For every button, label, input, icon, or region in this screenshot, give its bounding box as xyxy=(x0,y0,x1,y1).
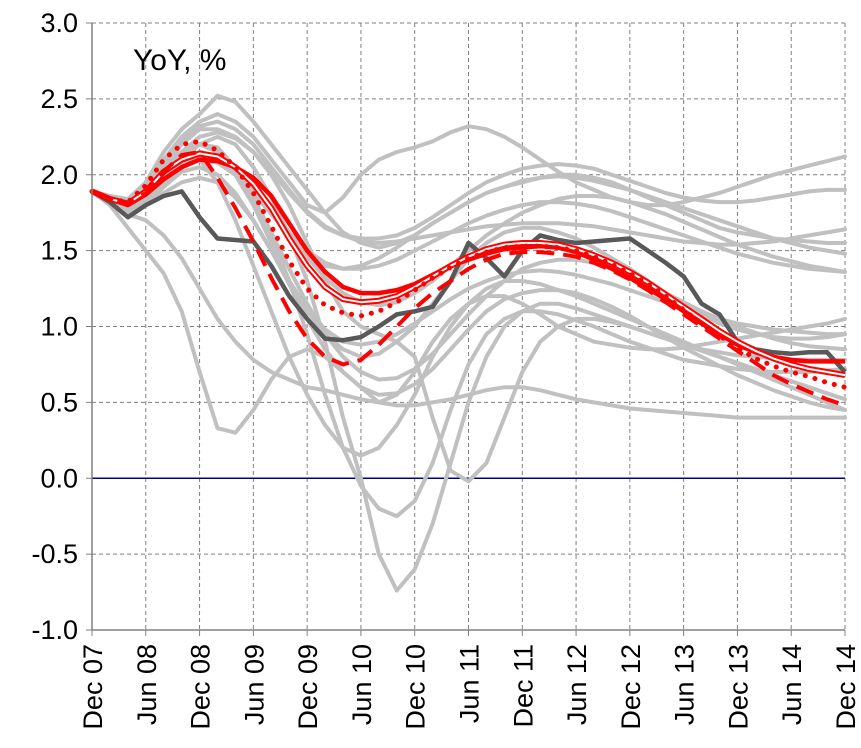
x-tick-label: Jun 14 xyxy=(777,644,807,725)
y-tick-label: 0.5 xyxy=(40,387,78,417)
x-tick-label: Dec 09 xyxy=(293,644,323,730)
y-tick-label: 0.0 xyxy=(40,463,78,493)
x-tick-label: Jun 09 xyxy=(239,644,269,725)
scenario-line xyxy=(90,130,847,241)
x-tick-label: Dec 12 xyxy=(616,644,646,730)
y-tick-label: 1.5 xyxy=(40,236,78,266)
x-tick-label: Dec 11 xyxy=(508,644,538,728)
highlight-line xyxy=(90,189,847,374)
scenario-line xyxy=(90,119,847,247)
chart-title: YoY, % xyxy=(133,44,226,77)
x-tick-label: Jun 12 xyxy=(562,644,592,725)
scenario-line xyxy=(90,134,847,593)
y-tick-label: -0.5 xyxy=(31,539,78,569)
x-tick-label: Jun 13 xyxy=(670,644,700,725)
x-tick-label: Dec 13 xyxy=(723,644,753,730)
y-tick-label: 2.0 xyxy=(40,160,78,190)
y-tick-label: -1.0 xyxy=(31,615,78,645)
y-tick-label: 2.5 xyxy=(40,84,78,114)
highlight-line-dotted xyxy=(89,138,848,390)
scenario-line xyxy=(90,112,847,215)
x-tick-label: Jun 11 xyxy=(455,644,485,723)
x-tick-label: Dec 07 xyxy=(78,644,108,730)
scenario-line xyxy=(90,127,847,484)
x-tick-label: Dec 10 xyxy=(401,644,431,730)
scenario-line xyxy=(90,189,847,420)
highlight-line-dashed xyxy=(91,149,846,408)
x-tick-label: Dec 14 xyxy=(831,644,861,730)
x-tick-label: Jun 08 xyxy=(132,644,162,725)
x-tick-label: Jun 10 xyxy=(347,644,377,725)
y-tick-label: 1.0 xyxy=(40,312,78,342)
y-tick-label: 3.0 xyxy=(40,8,78,38)
series-group xyxy=(89,93,848,593)
x-tick-label: Dec 08 xyxy=(186,644,216,730)
scenario-line xyxy=(90,175,847,412)
